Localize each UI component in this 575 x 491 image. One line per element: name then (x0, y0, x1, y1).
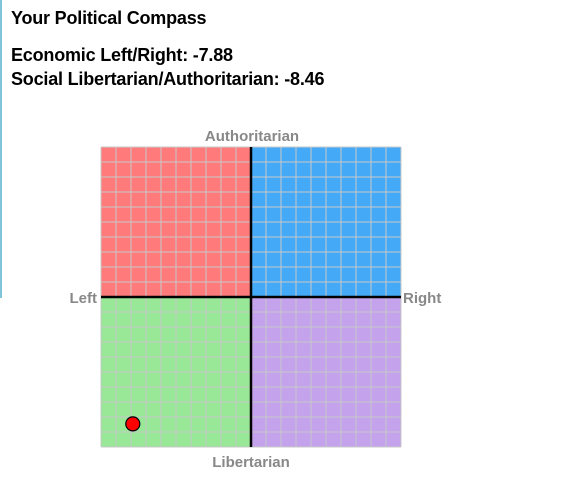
axis-label-right: Right (403, 290, 442, 307)
social-score: Social Libertarian/Authoritarian: -8.46 (11, 69, 325, 89)
axis-label-authoritarian: Authoritarian (204, 128, 300, 145)
left-border-rule (0, 0, 2, 298)
axis-label-libertarian: Libertarian (212, 454, 290, 471)
page-title: Your Political Compass (11, 8, 207, 28)
result-marker (125, 416, 141, 432)
axis-label-left: Left (69, 290, 98, 307)
economic-score: Economic Left/Right: -7.88 (11, 45, 233, 65)
